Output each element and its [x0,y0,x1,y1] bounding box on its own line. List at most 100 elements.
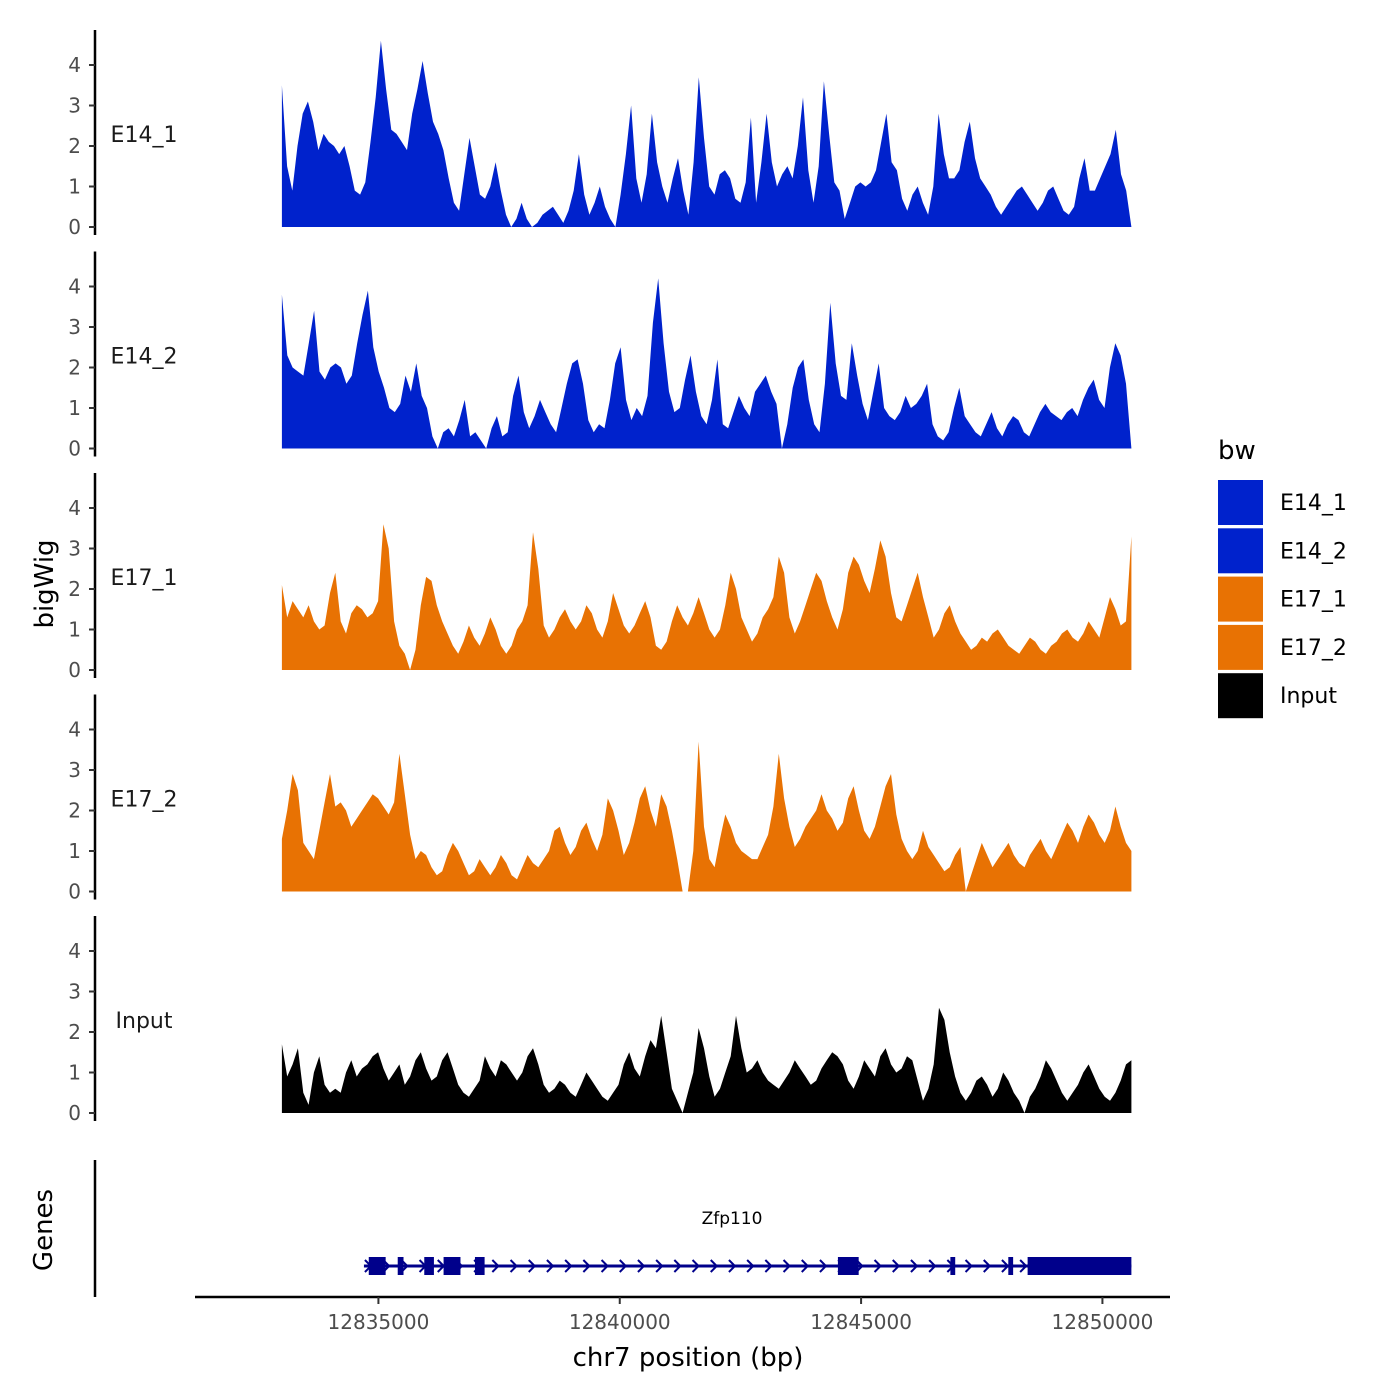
coverage-area-E17_2 [281,741,1132,892]
legend-label: E17_1 [1280,588,1347,613]
strand-arrow [691,1259,700,1273]
x-axis: 12835000 12840000 12845000 12850000 [195,1295,1170,1334]
x-tick-label: 12845000 [810,1310,912,1334]
x-tick-label: 12850000 [1052,1310,1154,1334]
y-tick-label: 1 [68,396,81,420]
strand-arrow [728,1259,737,1273]
y-tick-label: 3 [68,537,81,561]
track-panel-E17_1: 0 1 2 3 4 E17_1 [68,473,1132,682]
strand-arrow [928,1259,937,1273]
legend-label: E14_1 [1280,491,1347,516]
y-tick-label: 2 [68,577,81,601]
y-tick-label: 4 [68,939,81,963]
gene-exon [368,1257,386,1275]
y-tick-label: 2 [68,1020,81,1044]
strand-arrow [746,1259,755,1273]
strand-arrow [801,1259,810,1273]
y-tick-label: 1 [68,1061,81,1085]
strand-arrow [637,1259,646,1273]
gene-name-label: Zfp110 [702,1209,763,1229]
legend-label: Input [1280,684,1337,709]
y-tick-label: 2 [68,134,81,158]
y-tick-label: 4 [68,275,81,299]
legend-swatch [1218,528,1263,574]
y-tick-label: 1 [68,175,81,199]
strand-arrow [819,1259,828,1273]
track-label: E17_2 [111,788,178,813]
gene-exon [443,1257,461,1275]
gene-exon [424,1257,434,1275]
strand-arrow [873,1259,882,1273]
y-tick-label: 0 [68,658,81,682]
legend-swatch [1218,624,1263,670]
strand-arrow [1019,1259,1028,1273]
y-tick-label: 3 [68,315,81,339]
y-tick-label: 2 [68,356,81,380]
strand-arrow [764,1259,773,1273]
coverage-area-E14_2 [281,278,1132,449]
y-tick-label: 3 [68,758,81,782]
strand-arrow [600,1259,609,1273]
strand-arrow [910,1259,919,1273]
y-tick-label: 4 [68,496,81,520]
x-tick-label: 12840000 [569,1310,671,1334]
track-label: E14_2 [111,345,178,370]
strand-arrow [509,1259,518,1273]
strand-arrow [491,1259,500,1273]
genes-track-label: Genes [29,1189,59,1271]
coverage-tracks: 0 1 2 3 4 E14_1 0 1 2 3 4 E14_2 0 1 2 3 4 E17_1 0 1 2 3 4 E17_2… [68,30,1132,1125]
y-tick-label: 1 [68,839,81,863]
y-tick-label: 4 [68,53,81,77]
gene-exon [1008,1257,1014,1275]
coverage-area-Input [281,1007,1132,1113]
legend: bw E14_1 E14_2 E17_1 E17_2 Input [1218,436,1347,719]
gene-exon [1027,1257,1132,1275]
y-tick-label: 0 [68,880,81,904]
strand-arrow [710,1259,719,1273]
gene-exon [397,1257,404,1275]
y-tick-label: 0 [68,1101,81,1125]
y-tick-label: 3 [68,94,81,118]
y-tick-label: 1 [68,618,81,642]
legend-title: bw [1218,436,1256,466]
track-label: E17_1 [111,566,178,591]
legend-swatch [1218,480,1263,525]
legend-label: E14_2 [1280,539,1347,564]
track-panel-E14_2: 0 1 2 3 4 E14_2 [68,251,1132,461]
strand-arrow [564,1259,573,1273]
strand-arrow [528,1259,537,1273]
gene-exon [474,1257,485,1275]
strand-arrow [655,1259,664,1273]
strand-arrow [546,1259,555,1273]
legend-label: E17_2 [1280,636,1347,661]
strand-arrow [1001,1259,1010,1273]
track-label: Input [116,1009,173,1034]
y-tick-label: 0 [68,215,81,239]
track-label: E14_1 [111,123,178,148]
legend-swatch [1218,576,1263,622]
strand-arrow [983,1259,992,1273]
legend-swatch [1218,673,1263,719]
y-tick-label: 3 [68,980,81,1004]
x-axis-title: chr7 position (bp) [573,1343,804,1373]
y-tick-label: 4 [68,718,81,742]
y-axis-title: bigWig [30,539,60,628]
strand-arrow [673,1259,682,1273]
coverage-area-E17_1 [281,524,1132,670]
gene-exon [950,1257,956,1275]
strand-arrow [619,1259,628,1273]
strand-arrow [964,1259,973,1273]
gene-exon [837,1257,859,1275]
strand-arrow [582,1259,591,1273]
track-panel-E14_1: 0 1 2 3 4 E14_1 [68,30,1132,239]
track-panel-E17_2: 0 1 2 3 4 E17_2 [68,694,1132,904]
strand-arrow [892,1259,901,1273]
x-tick-label: 12835000 [328,1310,430,1334]
track-panel-Input: 0 1 2 3 4 Input [68,916,1132,1125]
y-tick-label: 0 [68,437,81,461]
coverage-area-E14_1 [281,40,1132,228]
strand-arrow [782,1259,791,1273]
y-tick-label: 2 [68,799,81,823]
genes-track: Genes Zfp110 [29,1160,1132,1297]
